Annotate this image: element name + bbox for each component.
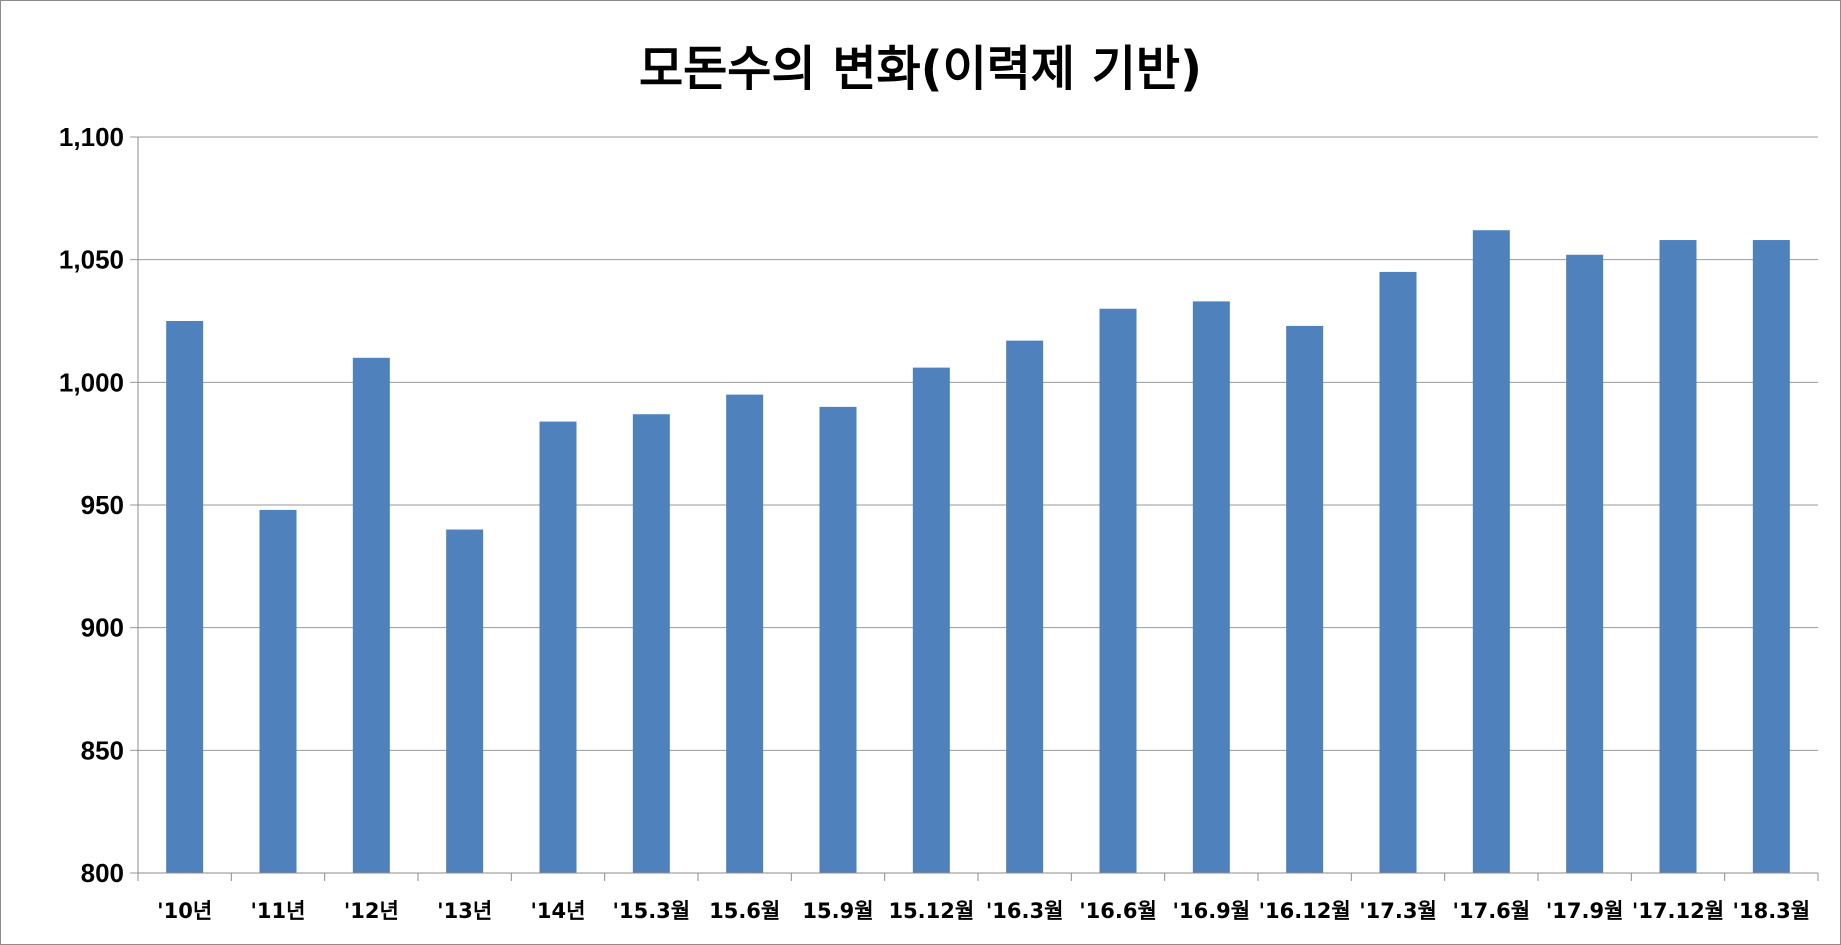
x-tick-label: '15.3월 — [613, 899, 691, 923]
x-tick-label: 15.9월 — [802, 899, 873, 923]
bar — [1006, 340, 1044, 873]
bar — [1659, 240, 1697, 874]
chart-title: 모돈수의 변화(이력제 기반) — [638, 41, 1203, 97]
bar — [726, 394, 764, 873]
y-tick-label: 1,000 — [59, 367, 124, 397]
x-tick-label: '16.6월 — [1079, 899, 1157, 923]
y-tick-label: 1,050 — [59, 245, 124, 275]
bar — [539, 421, 577, 873]
x-tick-label: '18.3월 — [1733, 899, 1811, 923]
bar — [259, 509, 297, 873]
bar — [1192, 301, 1230, 874]
y-tick-label: 850 — [81, 735, 124, 765]
x-tick-label: '13년 — [437, 899, 492, 923]
bar — [1099, 308, 1137, 873]
x-tick-label: '16.9월 — [1173, 899, 1251, 923]
y-tick-label: 950 — [81, 490, 124, 520]
x-tick-label: '10년 — [157, 899, 212, 923]
bar — [1286, 325, 1324, 873]
x-tick-label: '17.12월 — [1632, 899, 1724, 923]
bar — [632, 414, 670, 873]
y-tick-label: 900 — [81, 613, 124, 643]
y-tick-label: 800 — [81, 858, 124, 888]
bar — [1379, 271, 1417, 873]
bar — [446, 529, 484, 873]
x-tick-label: 15.12월 — [888, 899, 974, 923]
x-tick-label: '12년 — [344, 899, 399, 923]
x-tick-label: '17.9월 — [1546, 899, 1624, 923]
bar — [819, 406, 857, 873]
bar — [352, 357, 390, 873]
x-tick-label: '17.3월 — [1359, 899, 1437, 923]
bar — [1566, 254, 1604, 873]
bar — [912, 367, 950, 873]
x-tick-label: '14년 — [531, 899, 586, 923]
y-tick-label: 1,100 — [59, 122, 124, 152]
x-tick-label: '16.3월 — [986, 899, 1064, 923]
x-tick-label: '16.12월 — [1259, 899, 1351, 923]
bar — [1472, 230, 1510, 873]
bar — [166, 321, 204, 873]
x-tick-label: '17.6월 — [1453, 899, 1531, 923]
x-tick-label: '11년 — [251, 899, 306, 923]
bar — [1752, 240, 1790, 874]
x-tick-label: 15.6월 — [709, 899, 780, 923]
